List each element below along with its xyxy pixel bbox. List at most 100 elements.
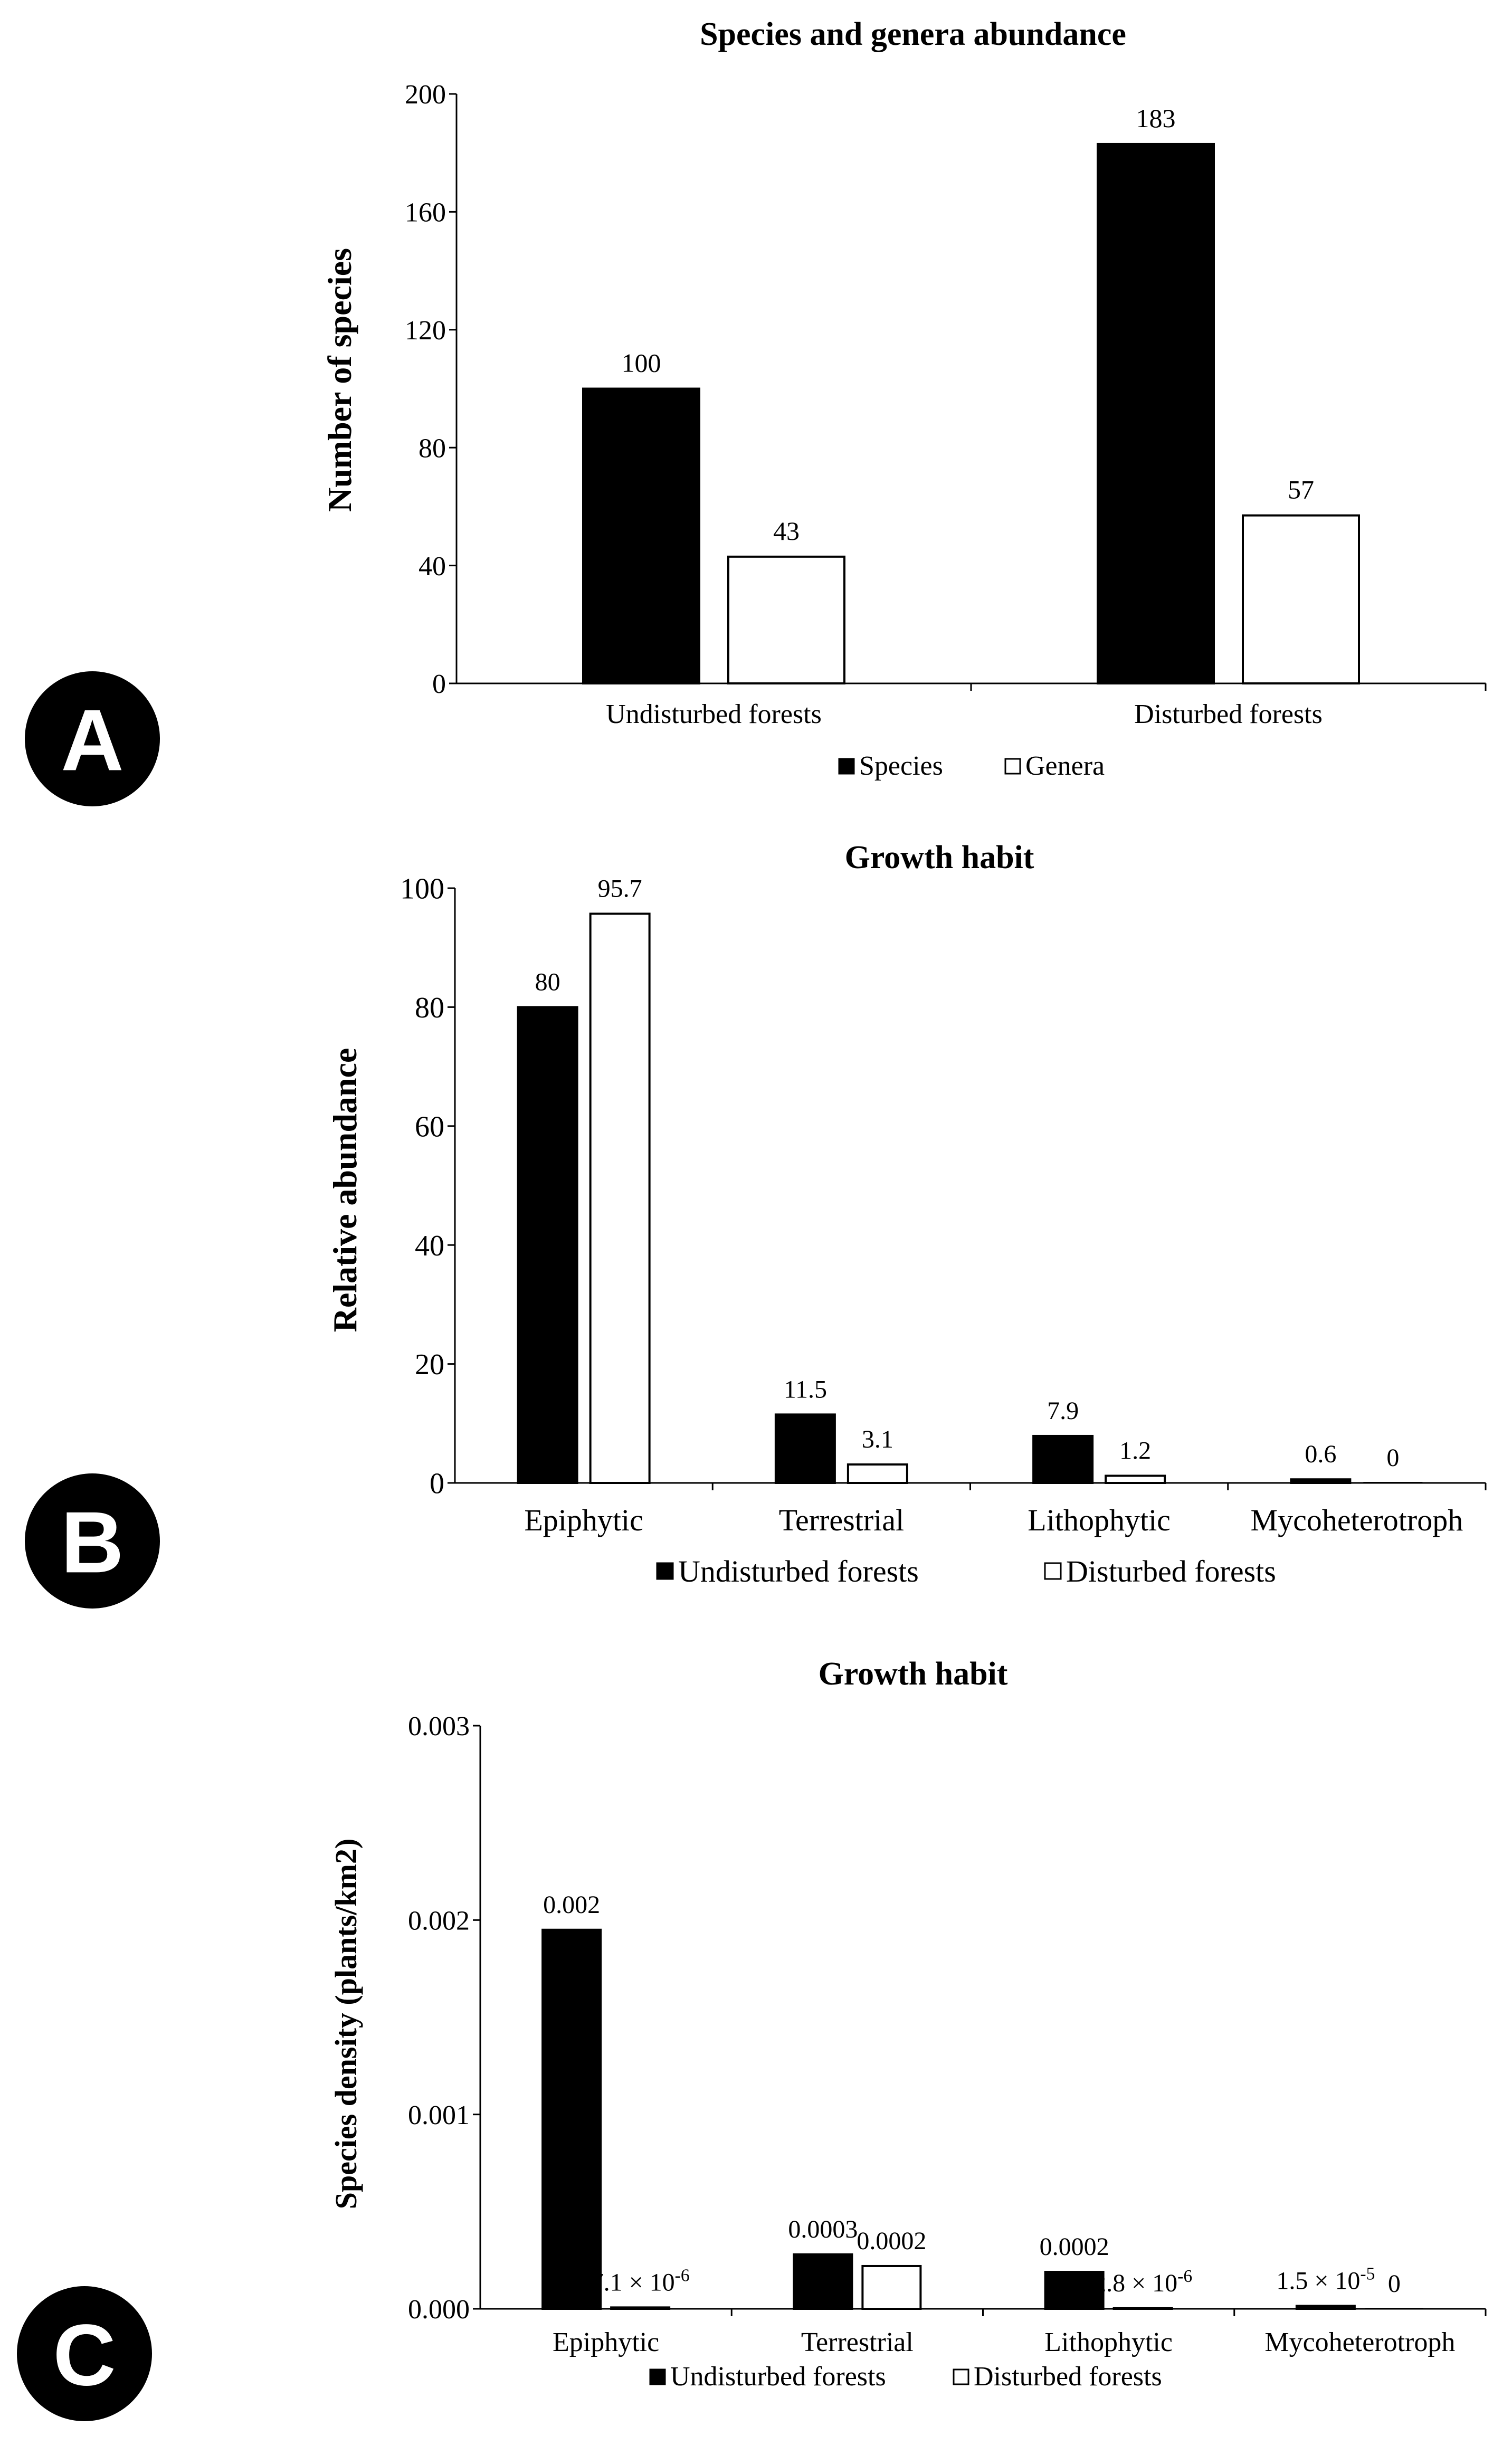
bar-value-label: 0.0002 [1040, 2233, 1109, 2261]
bar-value-label: 0.6 [1305, 1440, 1336, 1468]
chart-species-genera: Species and genera abundance Number of s… [321, 16, 1487, 781]
bar-value-label: 0 [1388, 2270, 1401, 2298]
bar-undisturbed-forests [774, 1413, 836, 1485]
bar-disturbed-forests [861, 2264, 922, 2310]
chart-growth-habit-density: Growth habit Species density (plants/km2… [329, 1656, 1487, 2392]
panel-letter-c: C [53, 2306, 116, 2403]
y-tick-label: 120 [405, 316, 446, 346]
legend-swatch-undisturbed-c [649, 2368, 666, 2385]
chart-b-ylabel: Relative abundance [326, 1048, 364, 1333]
chart-b-bars: 80 95.7 11.5 3.1 7.9 1.2 0.6 0 [517, 874, 1423, 1485]
bar-value-label: 2.8 × 10-6 [1093, 2266, 1192, 2297]
bar-disturbed-forests [589, 912, 651, 1484]
bar-disturbed-forests [1112, 2307, 1173, 2310]
panel-badge-b: B [25, 1473, 160, 1609]
x-category-label: Lithophytic [1044, 2327, 1173, 2357]
bar-value-label: 7.1 × 10-6 [591, 2266, 690, 2297]
legend-swatch-species [838, 758, 855, 775]
panel-letter-b: B [61, 1493, 123, 1591]
y-tick-label: 20 [415, 1348, 444, 1381]
bar-value-label: 43 [773, 516, 800, 546]
x-category-label: Mycoheterotroph [1264, 2327, 1455, 2357]
y-tick-label: 40 [419, 551, 446, 582]
bar-disturbed-forests [1105, 1474, 1166, 1485]
legend-label-undisturbed-c: Undisturbed forests [670, 2362, 886, 2392]
bar-value-label: 0.002 [543, 1891, 600, 1919]
bar-genera [1242, 514, 1360, 685]
y-tick-label: 160 [405, 198, 446, 228]
y-tick-label: 200 [405, 80, 446, 110]
chart-growth-habit-relative: Growth habit Relative abundance 0 20 40 60 8… [326, 840, 1487, 1588]
chart-a-title: Species and genera abundance [700, 16, 1126, 52]
legend-label-undisturbed: Undisturbed forests [678, 1554, 919, 1588]
chart-a-bars: 100 43 183 57 [582, 103, 1360, 685]
bar-undisturbed-forests [1032, 1434, 1094, 1485]
y-tick-label: 0 [432, 669, 446, 699]
y-tick-label: 0.002 [408, 1906, 470, 1936]
bar-value-label: 7.9 [1047, 1397, 1079, 1425]
chart-a-ylabel: Number of species [321, 248, 358, 512]
bar-undisturbed-forests [541, 1928, 602, 2310]
bar-value-label: 0.0002 [857, 2227, 926, 2255]
bar-value-label: 0 [1386, 1444, 1399, 1472]
bar-value-label: 100 [622, 348, 661, 378]
y-tick-label: 80 [415, 992, 444, 1024]
bar-genera [727, 555, 845, 684]
x-category-label: Epiphytic [524, 1503, 643, 1537]
legend-swatch-undisturbed [656, 1562, 674, 1580]
y-tick-label: 0.001 [408, 2100, 470, 2130]
bar-value-label: 57 [1288, 475, 1314, 505]
legend-label-genera: Genera [1025, 751, 1105, 781]
chart-b-legend: Undisturbed forests Disturbed forests [656, 1554, 1276, 1588]
chart-c-title: Growth habit [819, 1656, 1008, 1692]
bar-value-label: 80 [535, 968, 560, 996]
bar-undisturbed-forests [793, 2253, 853, 2310]
x-category-label: Mycoheterotroph [1251, 1503, 1463, 1537]
chart-b-title: Growth habit [845, 840, 1034, 876]
legend-swatch-genera [1004, 758, 1021, 775]
bar-value-label: 183 [1136, 103, 1176, 133]
bar-undisturbed-forests [517, 1006, 578, 1484]
x-category-label: Disturbed forests [1134, 699, 1323, 729]
bar-value-label: 0.0003 [788, 2215, 858, 2243]
chart-a-ticks: 0 40 80 120 160 200 Undisturbed forests Disturb… [405, 80, 1487, 729]
bar-value-label: 1.5 × 10-5 [1276, 2264, 1375, 2295]
chart-c-axes [479, 1726, 1486, 2310]
y-tick-label: 0 [430, 1468, 444, 1500]
legend-label-disturbed: Disturbed forests [1066, 1554, 1276, 1588]
y-tick-label: 100 [400, 873, 444, 906]
chart-a-legend: Species Genera [838, 751, 1105, 781]
bar-undisturbed-forests [1290, 1478, 1352, 1485]
x-category-label: Terrestrial [801, 2327, 914, 2357]
x-category-label: Lithophytic [1028, 1503, 1171, 1537]
panel-letter-a: A [61, 691, 123, 788]
legend-swatch-disturbed-c [953, 2368, 969, 2385]
panel-badge-c: C [17, 2286, 152, 2421]
x-category-label: Epiphytic [553, 2327, 659, 2357]
bar-value-label: 95.7 [598, 874, 642, 902]
bar-disturbed-forests [610, 2306, 671, 2310]
legend-label-species: Species [859, 751, 943, 781]
legend-swatch-disturbed [1044, 1562, 1062, 1580]
chart-c-ylabel: Species density (plants/km2) [329, 1839, 363, 2210]
bar-species [1097, 142, 1215, 684]
y-tick-label: 40 [415, 1230, 444, 1262]
chart-b-ticks: 0 20 40 60 80 100 Epiphytic Terrestrial Lithophy… [400, 873, 1487, 1537]
bar-value-label: 1.2 [1119, 1436, 1151, 1464]
panel-badge-a: A [25, 671, 160, 806]
bar-disturbed-forests [847, 1463, 908, 1484]
y-tick-label: 60 [415, 1110, 444, 1143]
x-category-label: Undisturbed forests [606, 699, 822, 729]
bar-species [582, 387, 700, 684]
chart-c-legend: Undisturbed forests Disturbed forests [649, 2362, 1162, 2392]
bar-value-label: 3.1 [862, 1425, 893, 1453]
y-tick-label: 0.000 [408, 2295, 470, 2325]
x-category-label: Terrestrial [779, 1503, 904, 1537]
chart-c-ticks: 0.000 0.001 0.002 0.003 Epiphytic Terrestrial… [408, 1711, 1487, 2357]
y-tick-label: 0.003 [408, 1711, 470, 1742]
bar-value-label: 11.5 [784, 1375, 827, 1403]
bar-undisturbed-forests [1295, 2305, 1356, 2310]
y-tick-label: 80 [419, 433, 446, 463]
